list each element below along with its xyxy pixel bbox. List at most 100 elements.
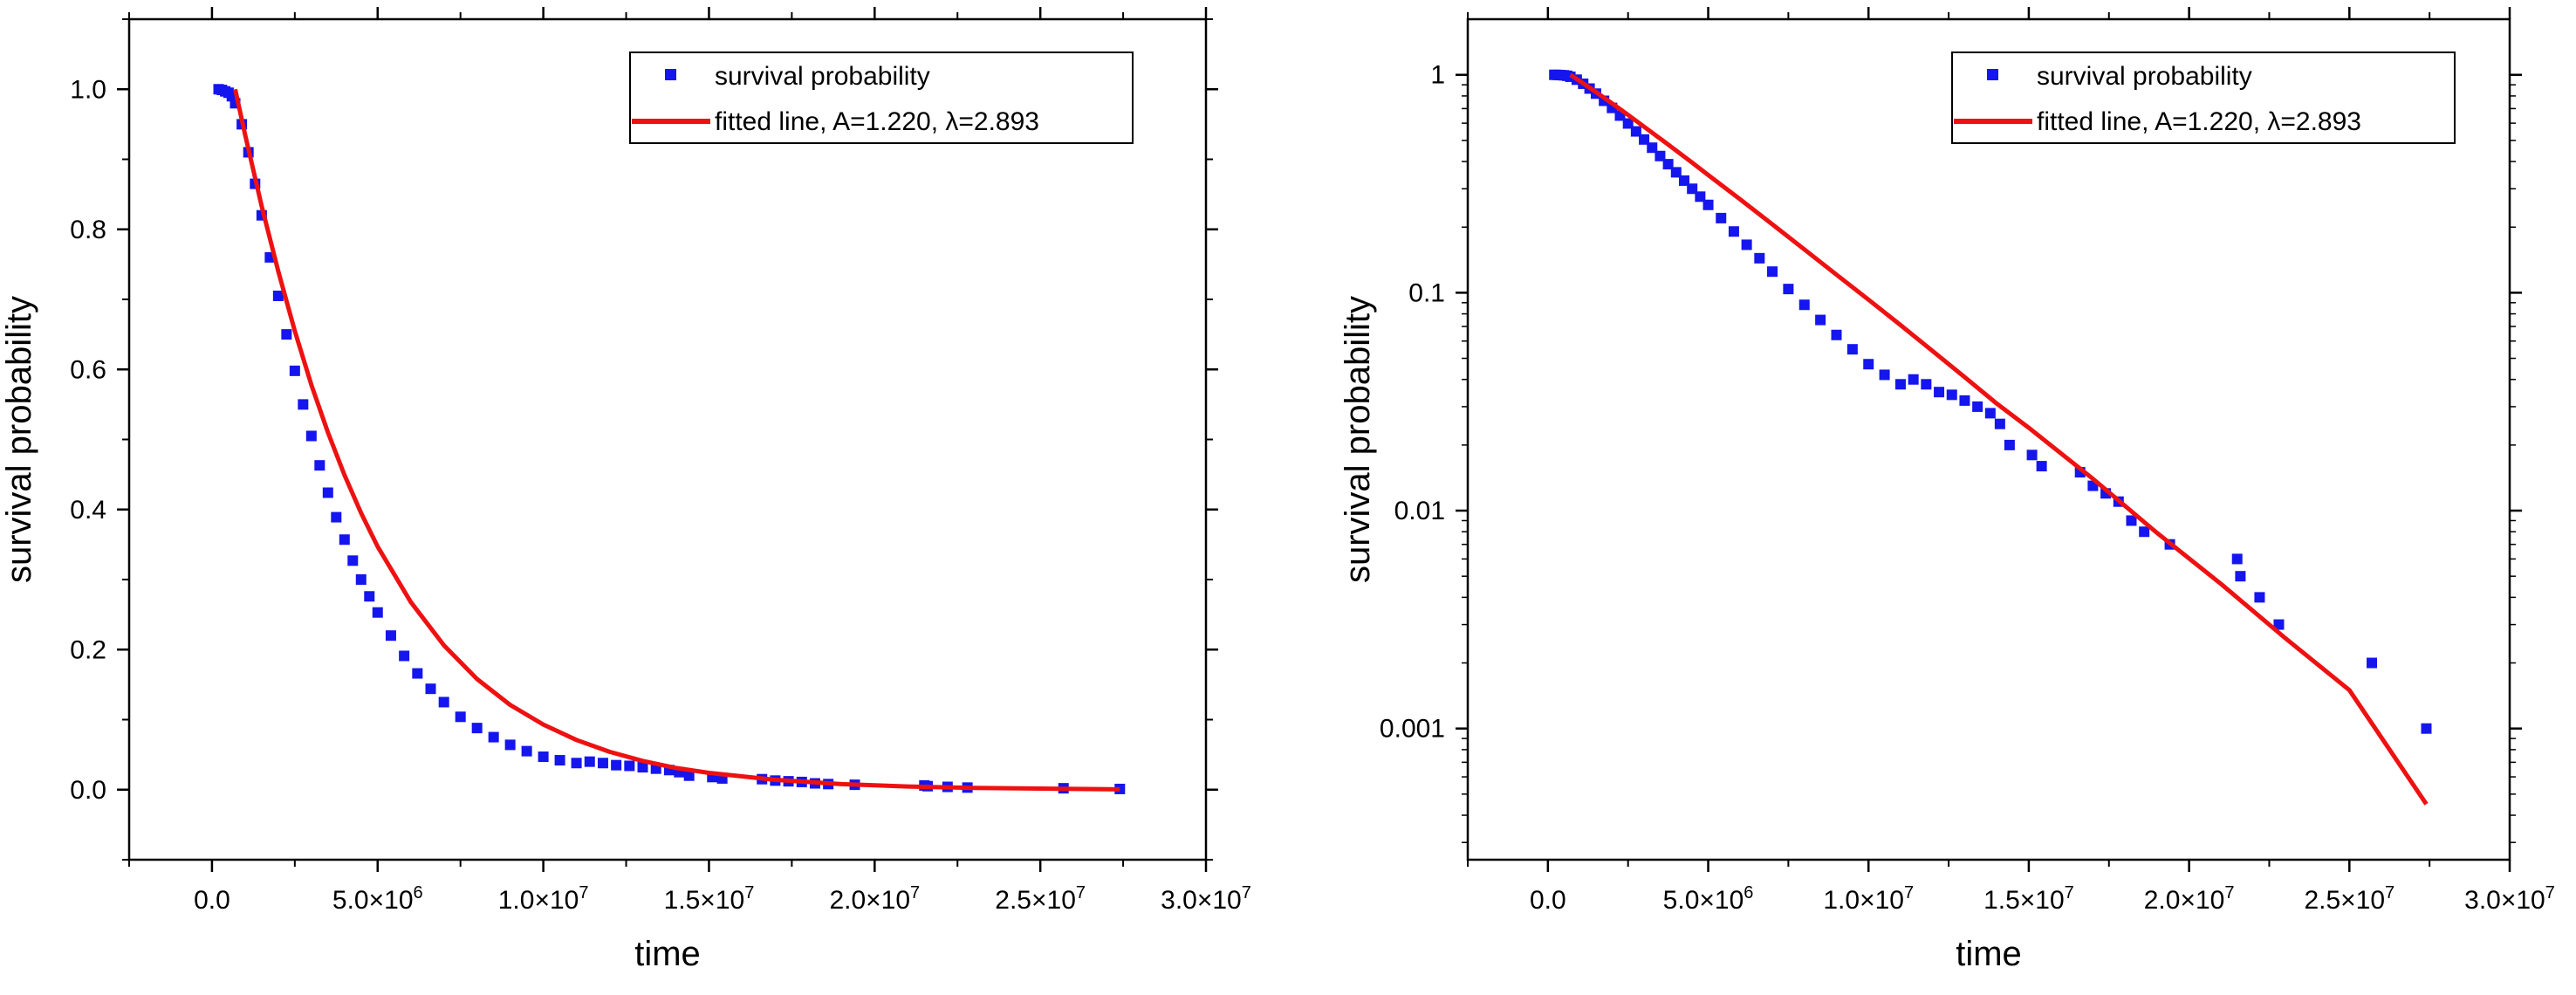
data-point xyxy=(1754,252,1765,264)
data-point xyxy=(1647,142,1658,154)
data-point xyxy=(1695,191,1706,202)
data-point xyxy=(1622,118,1634,129)
data-point xyxy=(1894,379,1906,390)
data-markers xyxy=(1549,69,2432,734)
data-point xyxy=(1815,314,1826,326)
data-point xyxy=(1767,266,1778,278)
data-point xyxy=(597,758,608,769)
x-tick-label: 1.5×107 xyxy=(1983,883,2074,915)
x-tick-label: 2.5×107 xyxy=(2304,883,2394,915)
y-tick-label: 0.01 xyxy=(1394,497,1445,525)
data-point xyxy=(2273,619,2285,630)
data-point xyxy=(399,650,410,662)
legend-entry-fit: fitted line, A=1.220, λ=2.893 xyxy=(715,107,1039,136)
x-tick-label: 2.0×107 xyxy=(829,883,920,915)
data-point xyxy=(554,755,565,766)
data-point xyxy=(521,745,532,757)
legend-entry-data: survival probability xyxy=(715,62,930,91)
linear-survival-plot: 0.0 5.0×106 1.0×107 1.5×107 2.0×107 2.5×107 3.… xyxy=(0,7,1251,973)
data-point xyxy=(1879,369,1890,381)
fitted-line xyxy=(233,88,1120,792)
data-point xyxy=(611,759,622,771)
data-point xyxy=(455,711,466,723)
data-point xyxy=(1678,175,1689,186)
data-point xyxy=(1831,329,1842,340)
data-point xyxy=(1741,239,1752,250)
x-tick-label: 0.0 xyxy=(1530,886,1566,915)
data-point xyxy=(2235,571,2246,582)
x-tick-label: 1.0×107 xyxy=(1823,883,1914,915)
data-point xyxy=(298,399,309,410)
plot-frame xyxy=(127,17,1208,861)
x-tick-label: 3.0×107 xyxy=(1161,883,1251,915)
legend: survival probability fitted line, A=1.220… xyxy=(629,51,1134,144)
x-tick-label: 1.0×107 xyxy=(498,883,589,915)
y-tick-label: 0.6 xyxy=(70,355,106,384)
x-tick-label: 2.5×107 xyxy=(995,883,1086,915)
data-point xyxy=(2367,657,2378,669)
legend-box xyxy=(629,51,1134,144)
y-tick-label: 0.0 xyxy=(70,776,106,805)
data-point xyxy=(425,683,436,695)
data-point xyxy=(1972,401,1983,412)
plot-frame xyxy=(1466,17,2511,861)
data-point xyxy=(281,329,292,340)
data-point xyxy=(2254,592,2265,603)
y-axis-label: survival probability xyxy=(0,296,38,583)
data-point xyxy=(637,762,648,773)
data-point xyxy=(2421,723,2432,734)
x-tick-label: 5.0×106 xyxy=(1663,883,1754,915)
y-tick-label: 0.1 xyxy=(1408,278,1445,307)
data-point xyxy=(339,534,350,546)
data-point xyxy=(2004,439,2015,450)
data-point xyxy=(385,630,396,642)
log-survival-plot: 0.0 5.0×106 1.0×107 1.5×107 2.0×107 2.5×107 3.… xyxy=(1339,7,2555,973)
data-point xyxy=(1655,150,1666,161)
y-tick-label: 1 xyxy=(1430,61,1445,90)
data-point xyxy=(289,365,300,376)
data-point xyxy=(471,723,483,734)
data-point xyxy=(1716,212,1727,223)
data-point xyxy=(1687,183,1698,195)
legend-entry-fit: fitted line, A=1.220, λ=2.893 xyxy=(2037,107,2361,136)
y-axis-label: survival probability xyxy=(1339,296,1377,583)
data-point xyxy=(364,591,375,602)
data-point xyxy=(1670,167,1682,178)
x-tick-label: 3.0×107 xyxy=(2464,883,2555,915)
data-point xyxy=(1984,408,1996,419)
x-axis-label: time xyxy=(634,935,701,973)
data-point xyxy=(322,487,333,498)
y-tick-label: 0.2 xyxy=(70,635,106,664)
data-point xyxy=(1934,387,1945,398)
data-point xyxy=(1728,226,1739,237)
data-point xyxy=(347,555,359,566)
data-point xyxy=(1639,134,1650,145)
data-point xyxy=(2139,526,2150,538)
data-point xyxy=(314,460,325,471)
data-point xyxy=(1863,359,1874,370)
y-tick-label: 0.8 xyxy=(70,216,106,244)
data-point xyxy=(1798,299,1810,311)
data-point xyxy=(305,430,317,442)
data-point xyxy=(1908,374,1919,385)
legend-marker-icon xyxy=(1987,69,1998,80)
data-point xyxy=(1994,418,2005,429)
data-point xyxy=(331,511,342,523)
data-point xyxy=(2231,553,2243,565)
data-point xyxy=(2036,461,2047,472)
y-tick-label: 1.0 xyxy=(70,75,106,104)
data-point xyxy=(1846,344,1858,355)
data-point xyxy=(624,760,635,772)
data-point xyxy=(571,758,582,769)
legend-entry-data: survival probability xyxy=(2037,62,2252,91)
data-point xyxy=(355,574,367,585)
data-point xyxy=(438,696,449,708)
legend: survival probability fitted line, A=1.220… xyxy=(1951,51,2456,144)
y-tick-label: 0.4 xyxy=(70,496,106,525)
data-point xyxy=(683,770,695,781)
data-point xyxy=(1662,159,1674,170)
data-point xyxy=(1630,126,1641,137)
x-tick-label: 5.0×106 xyxy=(332,883,423,915)
